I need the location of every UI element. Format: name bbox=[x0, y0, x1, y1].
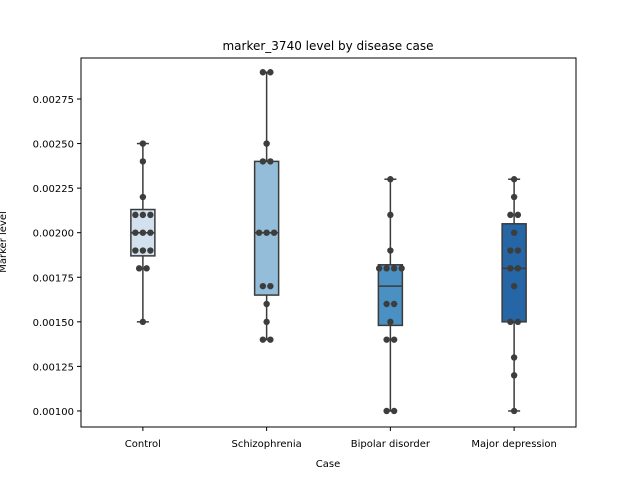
data-point bbox=[375, 265, 383, 272]
data-point bbox=[139, 140, 147, 147]
data-point bbox=[398, 265, 405, 272]
data-point bbox=[510, 407, 518, 415]
data-point bbox=[390, 407, 398, 415]
data-point bbox=[390, 300, 398, 308]
data-point bbox=[387, 176, 394, 183]
data-point bbox=[514, 211, 522, 219]
data-point bbox=[510, 176, 518, 183]
data-point bbox=[383, 407, 390, 415]
data-point bbox=[259, 69, 267, 76]
box-group bbox=[375, 176, 405, 415]
data-point bbox=[139, 158, 147, 165]
box-group bbox=[501, 176, 527, 415]
x-tick-label: Schizophrenia bbox=[231, 439, 301, 450]
data-point bbox=[267, 158, 274, 165]
data-point bbox=[263, 229, 270, 236]
data-point bbox=[132, 229, 139, 236]
y-tick-label: 0.00100 bbox=[33, 407, 74, 418]
data-point bbox=[259, 282, 267, 290]
data-point bbox=[387, 247, 394, 254]
plot-frame bbox=[80, 57, 577, 428]
data-point bbox=[139, 318, 147, 326]
data-point bbox=[263, 300, 270, 308]
data-point bbox=[507, 247, 514, 254]
data-point bbox=[135, 265, 143, 272]
y-axis-label: Marker level bbox=[0, 211, 9, 273]
y-tick-label: 0.00125 bbox=[33, 362, 74, 373]
data-point bbox=[143, 265, 150, 272]
data-point bbox=[390, 265, 398, 272]
data-point bbox=[267, 282, 274, 290]
chart-title: marker_3740 level by disease case bbox=[222, 39, 433, 53]
data-point bbox=[507, 318, 514, 326]
data-point bbox=[259, 336, 267, 343]
data-point bbox=[510, 372, 518, 379]
data-point bbox=[147, 247, 154, 254]
data-point bbox=[383, 336, 390, 343]
data-point bbox=[139, 247, 147, 254]
x-tick-label: Bipolar disorder bbox=[351, 439, 431, 450]
data-point bbox=[267, 69, 274, 76]
y-tick-label: 0.00200 bbox=[33, 229, 74, 240]
y-tick-label: 0.00175 bbox=[33, 273, 74, 284]
y-tick-label: 0.00250 bbox=[33, 140, 74, 151]
box-group bbox=[130, 140, 156, 326]
data-point bbox=[514, 318, 522, 326]
data-point bbox=[147, 229, 154, 236]
box bbox=[501, 223, 527, 323]
y-tick-label: 0.00275 bbox=[33, 95, 74, 106]
data-point bbox=[383, 265, 390, 272]
data-point bbox=[259, 158, 267, 165]
data-point bbox=[132, 211, 139, 219]
data-point bbox=[387, 211, 394, 219]
box-group bbox=[253, 69, 280, 343]
chart-marks bbox=[130, 69, 527, 415]
y-axis-ticks: 0.00100 0.00125 0.00150 0.00175 0.00200 0.002… bbox=[33, 95, 81, 418]
data-point bbox=[507, 211, 514, 219]
data-point bbox=[507, 265, 514, 272]
x-axis-ticks: Control Schizophrenia Bipolar disorder Majo… bbox=[125, 427, 557, 450]
data-point bbox=[255, 229, 263, 236]
x-tick-label: Control bbox=[125, 439, 161, 450]
data-point bbox=[387, 318, 394, 326]
data-point bbox=[139, 229, 147, 236]
box bbox=[253, 160, 280, 296]
data-point bbox=[139, 193, 147, 201]
data-point bbox=[267, 336, 274, 343]
data-point bbox=[390, 336, 398, 343]
x-axis-label: Case bbox=[316, 459, 340, 470]
plot-area bbox=[81, 58, 576, 427]
box bbox=[377, 264, 404, 327]
data-point bbox=[139, 211, 147, 219]
data-point bbox=[514, 247, 522, 254]
data-point bbox=[270, 229, 278, 236]
x-tick-label: Major depression bbox=[471, 439, 557, 450]
y-tick-label: 0.00150 bbox=[33, 318, 74, 329]
data-point bbox=[263, 318, 270, 326]
data-point bbox=[510, 193, 518, 201]
data-point bbox=[263, 140, 270, 147]
data-point bbox=[383, 300, 390, 308]
data-point bbox=[132, 247, 139, 254]
data-point bbox=[514, 265, 522, 272]
y-tick-label: 0.00225 bbox=[33, 184, 74, 195]
data-point bbox=[510, 282, 518, 290]
data-point bbox=[510, 354, 518, 361]
data-point bbox=[510, 229, 518, 236]
data-point bbox=[147, 211, 154, 219]
